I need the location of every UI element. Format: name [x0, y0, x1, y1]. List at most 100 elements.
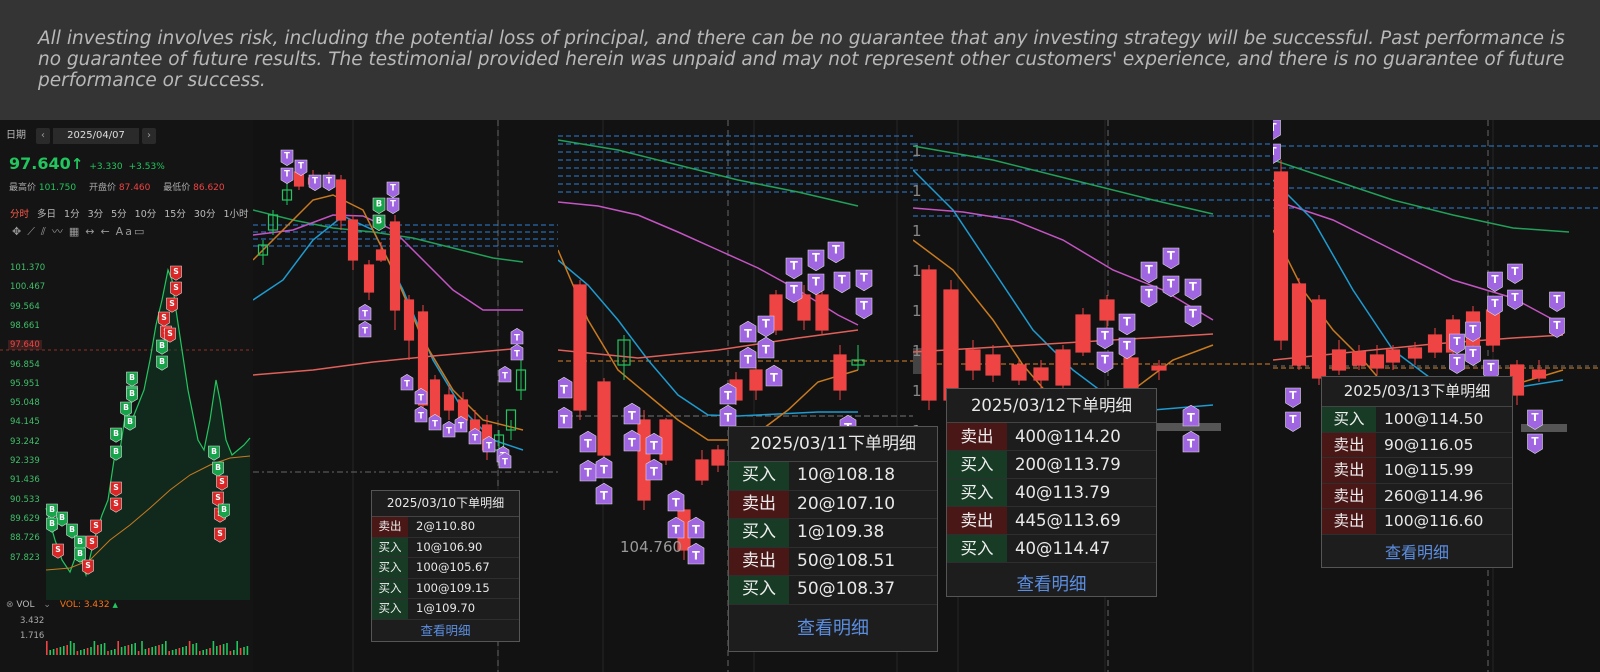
date-field[interactable]: 2025/04/07: [53, 128, 139, 144]
trade-marker[interactable]: T: [785, 281, 803, 304]
chevron-down-icon[interactable]: ⌄: [43, 600, 51, 610]
buy-marker[interactable]: B: [208, 445, 220, 461]
sell-marker[interactable]: S: [170, 265, 182, 281]
trade-marker[interactable]: T: [719, 404, 737, 427]
trade-marker[interactable]: T: [1465, 321, 1481, 342]
buy-marker[interactable]: B: [156, 355, 168, 371]
trade-marker[interactable]: T: [482, 436, 496, 453]
sell-marker[interactable]: S: [86, 535, 98, 551]
buy-marker[interactable]: B: [372, 197, 386, 214]
trade-marker[interactable]: T: [454, 416, 468, 433]
trade-marker[interactable]: T: [1096, 327, 1114, 350]
crosshair-tool-icon[interactable]: ✥: [12, 225, 28, 238]
trade-marker[interactable]: T: [833, 271, 851, 294]
trade-marker[interactable]: T: [1096, 351, 1114, 374]
trade-marker[interactable]: T: [1487, 271, 1503, 292]
trade-marker[interactable]: T: [280, 149, 294, 166]
trade-marker[interactable]: T: [807, 249, 825, 272]
wave-tool-icon[interactable]: 〰: [51, 225, 69, 238]
trade-marker[interactable]: T: [1507, 263, 1523, 284]
trade-marker[interactable]: T: [595, 482, 613, 505]
sell-marker[interactable]: S: [52, 543, 64, 559]
trade-marker[interactable]: T: [386, 197, 400, 214]
sell-marker[interactable]: S: [90, 519, 102, 535]
buy-marker[interactable]: B: [126, 387, 138, 403]
timeframe-tab[interactable]: 3分: [87, 209, 104, 220]
trade-marker[interactable]: T: [1140, 285, 1158, 308]
trade-marker[interactable]: T: [595, 456, 613, 479]
trade-marker[interactable]: T: [827, 241, 845, 264]
trade-marker[interactable]: T: [428, 414, 442, 431]
trade-marker[interactable]: T: [1273, 143, 1281, 164]
trade-marker[interactable]: T: [386, 181, 400, 198]
trade-marker[interactable]: T: [558, 376, 573, 399]
text-tool-icon[interactable]: Aa: [115, 225, 134, 238]
trade-marker[interactable]: T: [667, 489, 685, 512]
buy-marker[interactable]: B: [124, 415, 136, 431]
trade-marker[interactable]: T: [1162, 275, 1180, 298]
buy-marker[interactable]: B: [46, 503, 58, 519]
trade-marker[interactable]: T: [1118, 313, 1136, 336]
sell-marker[interactable]: S: [110, 481, 122, 497]
buy-marker[interactable]: B: [126, 371, 138, 387]
timeframe-tab[interactable]: 15分: [164, 209, 186, 220]
trade-marker[interactable]: T: [645, 432, 663, 455]
buy-marker[interactable]: B: [372, 214, 386, 231]
trade-marker[interactable]: T: [1549, 291, 1565, 312]
trade-marker[interactable]: T: [400, 374, 414, 391]
trade-marker[interactable]: T: [739, 320, 757, 343]
sell-marker[interactable]: S: [214, 527, 226, 543]
trade-marker[interactable]: T: [687, 542, 705, 565]
trade-marker[interactable]: T: [294, 159, 308, 176]
trade-marker[interactable]: T: [855, 269, 873, 292]
buy-marker[interactable]: B: [120, 401, 132, 417]
view-details-link[interactable]: 查看明细: [797, 617, 869, 639]
buy-marker[interactable]: B: [212, 461, 224, 477]
trade-marker[interactable]: T: [358, 321, 372, 338]
buy-marker[interactable]: B: [156, 339, 168, 355]
buy-marker[interactable]: B: [110, 427, 122, 443]
trade-marker[interactable]: T: [807, 273, 825, 296]
trade-marker[interactable]: T: [739, 346, 757, 369]
buy-marker[interactable]: B: [56, 511, 68, 527]
trade-marker[interactable]: T: [1449, 353, 1465, 374]
trade-marker[interactable]: T: [442, 421, 456, 438]
trade-marker[interactable]: T: [1182, 404, 1200, 427]
next-date-button[interactable]: ›: [142, 128, 156, 144]
trade-marker[interactable]: T: [558, 406, 573, 429]
trade-marker[interactable]: T: [280, 167, 294, 184]
prev-date-button[interactable]: ‹: [36, 128, 50, 144]
buy-marker[interactable]: B: [110, 445, 122, 461]
trade-marker[interactable]: T: [667, 516, 685, 539]
trade-marker[interactable]: T: [579, 430, 597, 453]
timeframe-tab[interactable]: 1分: [64, 209, 80, 220]
line-tool-icon[interactable]: ⟋: [27, 225, 41, 238]
trade-marker[interactable]: T: [1140, 261, 1158, 284]
trade-marker[interactable]: T: [1273, 120, 1281, 140]
view-details-link[interactable]: 查看明细: [1384, 542, 1449, 562]
trade-marker[interactable]: T: [623, 402, 641, 425]
timeframe-tab[interactable]: 5分: [111, 209, 127, 220]
sell-marker[interactable]: S: [82, 559, 94, 575]
trade-marker[interactable]: T: [468, 428, 482, 445]
arrow-tool-icon[interactable]: ←: [100, 225, 116, 238]
trade-marker[interactable]: T: [358, 304, 372, 321]
sell-marker[interactable]: S: [164, 327, 176, 343]
trade-marker[interactable]: T: [414, 388, 428, 405]
trade-marker[interactable]: T: [687, 516, 705, 539]
trade-marker[interactable]: T: [1162, 247, 1180, 270]
view-details-link[interactable]: 查看明细: [420, 622, 471, 638]
view-details-link[interactable]: 查看明细: [1016, 575, 1087, 595]
timeframe-tab[interactable]: 分时: [10, 209, 30, 220]
buy-marker[interactable]: B: [46, 517, 58, 533]
trade-marker[interactable]: T: [757, 315, 775, 338]
trade-marker[interactable]: T: [1285, 411, 1301, 432]
timeframe-tab[interactable]: 30分: [193, 209, 216, 220]
channel-tool-icon[interactable]: ⫽: [40, 225, 52, 238]
trade-marker[interactable]: T: [1118, 337, 1136, 360]
timeframe-tab[interactable]: 1小时: [223, 209, 249, 220]
sell-marker[interactable]: S: [158, 311, 170, 327]
trade-marker[interactable]: T: [498, 452, 512, 469]
trade-marker[interactable]: T: [785, 257, 803, 280]
buy-marker[interactable]: B: [218, 503, 230, 519]
